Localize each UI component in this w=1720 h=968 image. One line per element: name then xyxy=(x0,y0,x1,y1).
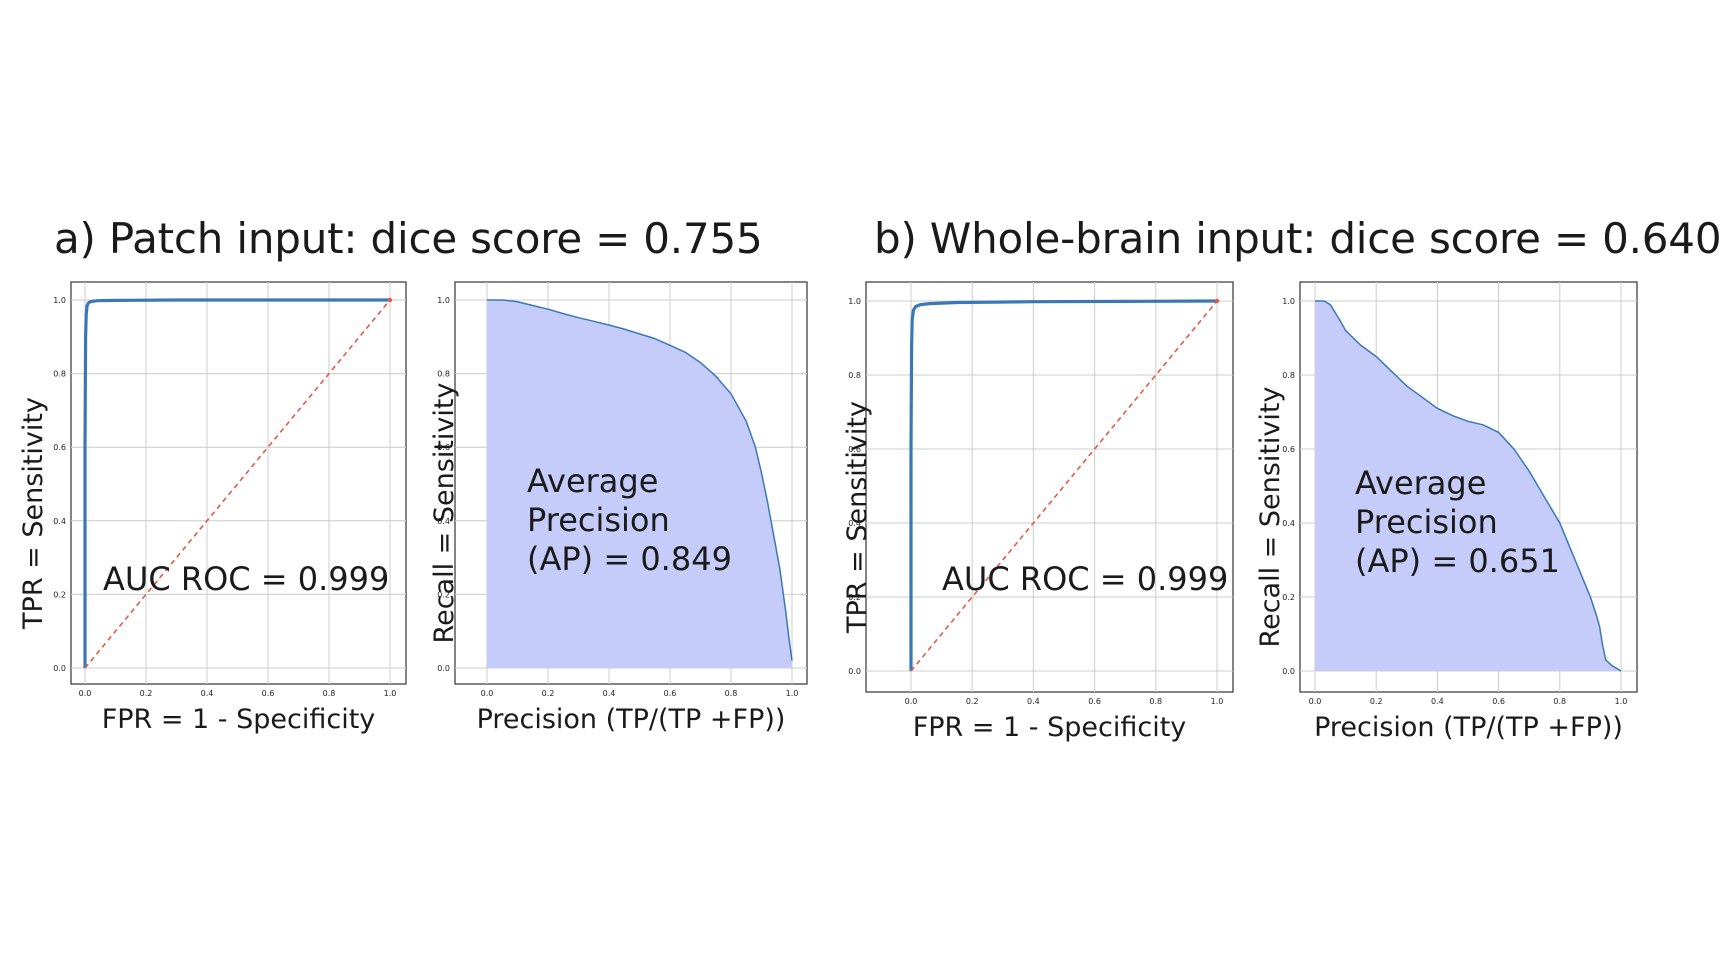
roc-a-xtick-label: 0.4 xyxy=(201,689,214,698)
roc-b-end-marker xyxy=(1214,298,1220,304)
roc-b-ytick-label: 1.0 xyxy=(848,297,861,306)
roc-a-xtick-label: 1.0 xyxy=(384,689,397,698)
pr-b-ytick-label: 0.4 xyxy=(1282,519,1295,528)
roc-a-ytick-label: 0.0 xyxy=(53,664,66,673)
roc-a-xtick-label: 0.0 xyxy=(79,689,92,698)
pr-a-ytick-label: 0.0 xyxy=(437,664,450,673)
pr-a-xtick-label: 0.4 xyxy=(603,689,616,698)
roc-b-ytick-label: 0.2 xyxy=(848,593,861,602)
roc-b-chance-line xyxy=(910,300,1218,672)
pr-b-ytick-label: 0.2 xyxy=(1282,593,1295,602)
pr-a-ylabel: Recall = Sensitivity xyxy=(429,383,460,644)
pr-a-xtick-label: 0.0 xyxy=(481,689,494,698)
roc-a-ytick-label: 0.6 xyxy=(53,443,66,452)
roc-b-xtick-label: 0.0 xyxy=(905,697,918,706)
pr-b-ytick-label: 1.0 xyxy=(1282,297,1295,306)
pr-a-xtick-label: 0.2 xyxy=(542,689,555,698)
pr-b-xtick-label: 0.8 xyxy=(1553,697,1566,706)
roc-a-xtick-label: 0.6 xyxy=(262,689,275,698)
panel-a-heading: a) Patch input: dice score = 0.755 xyxy=(54,214,763,263)
roc-b-xtick-label: 0.8 xyxy=(1149,697,1162,706)
pr-b-annotation: (AP) = 0.651 xyxy=(1355,542,1560,580)
roc-b-xtick-label: 0.6 xyxy=(1088,697,1101,706)
pr-b-annotation: Average xyxy=(1355,464,1486,502)
pr-b-chart: 0.0 0.0 0.2 0.2 0.4 0.4 0.6 0.6 0.8 0.8 1.0 1.0 Prec… xyxy=(1255,281,1638,743)
roc-b-ytick-label: 0.0 xyxy=(848,667,861,676)
pr-a-annotation: Average xyxy=(527,462,658,500)
roc-b-curve xyxy=(909,299,1218,671)
pr-a-annotation: Precision xyxy=(527,501,670,539)
pr-b-ytick-label: 0.6 xyxy=(1282,445,1295,454)
roc-a-end-marker xyxy=(387,297,393,303)
roc-a-xlabel: FPR = 1 - Specificity xyxy=(102,704,376,735)
pr-a-xtick-label: 0.6 xyxy=(664,689,677,698)
roc-a-ytick-label: 0.2 xyxy=(53,590,66,599)
roc-b-ytick-label: 0.6 xyxy=(848,445,861,454)
pr-a-curve xyxy=(487,299,793,661)
roc-b-xlabel: FPR = 1 - Specificity xyxy=(913,712,1187,743)
pr-b-area-fill xyxy=(1315,301,1621,671)
pr-b-ylabel: Recall = Sensitivity xyxy=(1255,387,1286,648)
pr-b-ytick-label: 0.0 xyxy=(1282,667,1295,676)
roc-b-chart: 0.0 0.0 0.2 0.2 0.4 0.4 0.6 0.6 0.8 0.8 1.0 1.0 FPR … xyxy=(842,281,1234,743)
pr-b-xlabel: Precision (TP/(TP +FP)) xyxy=(1314,712,1623,743)
pr-b-xtick-label: 0.2 xyxy=(1370,697,1383,706)
pr-a-xtick-label: 0.8 xyxy=(725,689,738,698)
pr-a-xlabel: Precision (TP/(TP +FP)) xyxy=(477,704,786,735)
roc-a-ytick-label: 0.8 xyxy=(53,370,66,379)
pr-b-annotation: Precision xyxy=(1355,503,1498,541)
pr-a-chart: 0.00.00.20.20.40.40.60.60.80.81.01.0Prec… xyxy=(429,281,808,735)
roc-b-ytick-label: 0.4 xyxy=(848,519,861,528)
pr-b-ytick-label: 0.8 xyxy=(1282,371,1295,380)
roc-b-xtick-label: 0.2 xyxy=(966,697,979,706)
roc-a-ytick-label: 1.0 xyxy=(53,296,66,305)
pr-a-ytick-label: 1.0 xyxy=(437,296,450,305)
roc-a-ylabel: TPR = Sensitivity xyxy=(18,397,49,630)
roc-b-xtick-label: 0.4 xyxy=(1027,697,1040,706)
roc-a-xtick-label: 0.8 xyxy=(323,689,336,698)
roc-a-xtick-label: 0.2 xyxy=(140,689,153,698)
pr-a-annotation: (AP) = 0.849 xyxy=(527,540,732,578)
pr-b-xtick-label: 1.0 xyxy=(1615,697,1628,706)
roc-a-chance-line xyxy=(84,299,391,669)
pr-b-xtick-label: 0.0 xyxy=(1309,697,1322,706)
pr-a-xtick-label: 1.0 xyxy=(786,689,799,698)
roc-b-annotation: AUC ROC = 0.999 xyxy=(942,560,1228,598)
roc-b-xtick-label: 1.0 xyxy=(1211,697,1224,706)
roc-b-ylabel: TPR = Sensitivity xyxy=(842,401,873,634)
pr-a-ytick-label: 0.2 xyxy=(437,590,450,599)
roc-b-ytick-label: 0.8 xyxy=(848,371,861,380)
pr-b-curve xyxy=(1315,300,1622,672)
panel-b-heading: b) Whole-brain input: dice score = 0.640 xyxy=(874,214,1720,263)
roc-b-frame xyxy=(865,281,1234,693)
pr-a-ytick-label: 0.8 xyxy=(437,370,450,379)
pr-b-xtick-label: 0.6 xyxy=(1492,697,1505,706)
roc-a-ytick-label: 0.4 xyxy=(53,517,66,526)
pr-a-area-fill xyxy=(487,300,792,668)
roc-a-curve xyxy=(83,298,390,668)
pr-b-xtick-label: 0.4 xyxy=(1431,697,1444,706)
pr-a-ytick-label: 0.6 xyxy=(437,443,450,452)
roc-a-chart: 0.0 0.0 0.2 0.2 0.4 0.4 0.6 0.6 0.8 0.8 1.0 1.0 FPR … xyxy=(18,281,407,735)
pr-a-ytick-label: 0.4 xyxy=(437,517,450,526)
roc-a-annotation: AUC ROC = 0.999 xyxy=(103,560,389,598)
